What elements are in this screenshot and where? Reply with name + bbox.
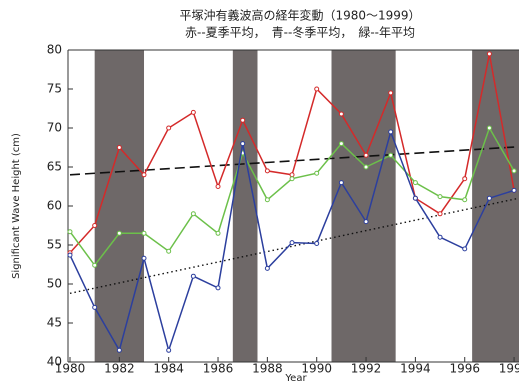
data-point [264,265,270,271]
data-point [190,109,196,115]
data-point [215,230,221,236]
data-point [92,262,98,268]
y-tick-label: 70 [47,121,62,135]
data-point [240,141,246,147]
data-point [363,164,369,170]
data-point [486,195,492,201]
data-point [437,194,443,200]
data-point [412,195,418,201]
data-point [338,111,344,117]
data-point [314,170,320,176]
y-tick-label: 80 [47,43,62,57]
shaded-period [94,50,145,362]
data-point [166,248,172,254]
data-point [141,172,147,178]
x-tick-label: 1994 [400,362,431,376]
y-tick-label: 75 [47,82,62,96]
y-tick-label: 50 [47,277,62,291]
data-point [215,184,221,189]
shaded-period [232,50,258,362]
data-point [486,125,492,131]
data-point [141,230,147,236]
x-tick-label: 1998 [499,362,519,376]
data-point [264,168,270,174]
data-point [264,197,270,203]
data-point [338,180,344,186]
data-point [116,230,122,236]
data-point [116,347,122,353]
x-tick-label: 1982 [104,362,135,376]
data-point [363,219,369,225]
data-point [511,168,517,174]
data-point [166,347,172,353]
data-point [116,145,122,150]
data-point [363,152,369,158]
x-tick-label: 1986 [203,362,234,376]
x-tick-label: 1996 [449,362,480,376]
shaded-period [331,50,396,362]
data-point [289,176,295,182]
chart-subtitle: 赤--夏季平均， 青--冬季平均， 緑--年平均 [185,25,415,40]
data-point [511,187,517,193]
data-point [67,229,73,235]
x-tick-label: 1984 [153,362,184,376]
data-point [92,223,98,228]
x-tick-label: 1990 [301,362,332,376]
data-point [338,141,344,147]
data-point [92,304,98,310]
data-point [437,234,443,240]
data-point [67,252,73,258]
x-tick-label: 1992 [351,362,382,376]
y-axis-label: Significant Wave Height (cm) [11,133,22,279]
x-tick-label: 1988 [252,362,283,376]
data-point [486,51,492,57]
data-point [190,211,196,217]
data-point [388,129,394,135]
y-tick-label: 40 [47,355,62,369]
x-tick-label: 1980 [55,362,86,376]
data-point [412,180,418,186]
data-point [190,273,196,279]
data-point [462,176,468,182]
data-point [388,90,394,96]
data-point [215,285,221,291]
data-point [240,117,246,123]
data-point [166,125,172,131]
shaded-period [472,50,519,362]
y-tick-label: 60 [47,199,62,213]
y-tick-label: 45 [47,316,62,330]
data-point [314,86,320,92]
y-tick-label: 55 [47,238,62,252]
y-tick-label: 65 [47,160,62,174]
data-point [289,240,295,246]
data-point [437,211,443,217]
data-point [141,255,147,261]
data-point [314,240,320,246]
chart-title: 平塚沖有義波高の経年変動（1980〜1999） [179,8,420,23]
data-point [462,197,468,203]
data-point [388,152,394,158]
x-axis-label: Year [284,373,307,383]
data-point [462,246,468,252]
